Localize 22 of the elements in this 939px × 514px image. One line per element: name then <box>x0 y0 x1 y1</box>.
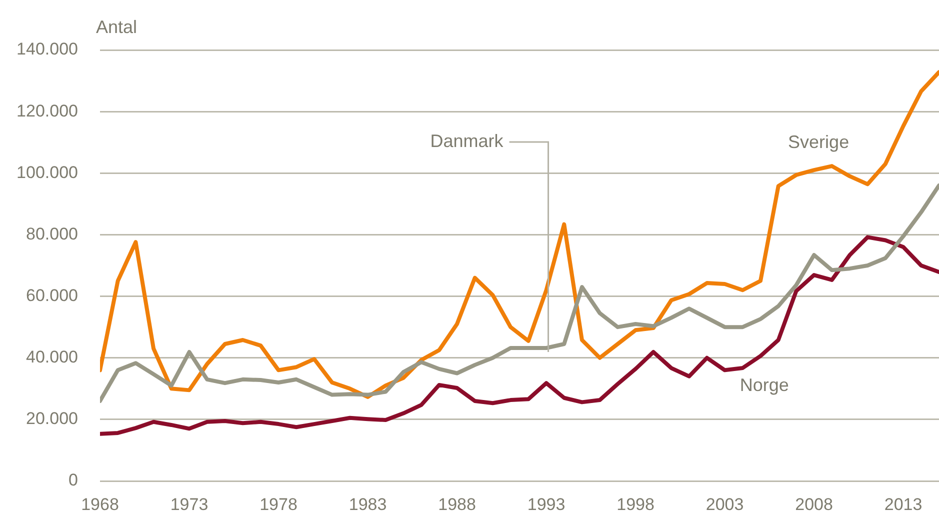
y-tick-label: 0 <box>68 470 78 490</box>
x-tick-label: 1993 <box>527 494 566 514</box>
y-tick-label: 40.000 <box>26 348 78 367</box>
y-tick-label: 100.000 <box>16 162 78 182</box>
y-tick-label: 80.000 <box>26 224 78 244</box>
y-tick-label: 120.000 <box>16 101 78 120</box>
x-tick-label: 1968 <box>81 494 119 514</box>
series-label: Sverige <box>788 132 850 152</box>
x-tick-label: 1998 <box>616 494 654 514</box>
x-tick-label: 2003 <box>706 494 744 514</box>
y-tick-label: 140.000 <box>16 40 78 59</box>
y-tick-label: 60.000 <box>26 286 78 305</box>
y-tick-label: 20.000 <box>26 409 78 428</box>
text: Danmark <box>430 130 504 151</box>
x-tick-label: 1983 <box>348 494 387 514</box>
y-axis-title: Antal <box>96 16 138 37</box>
x-tick-label: 1988 <box>438 494 476 514</box>
x-tick-label: 1978 <box>260 494 298 514</box>
x-tick-label: 2013 <box>884 494 922 514</box>
x-tick-label: 1973 <box>170 494 208 514</box>
x-tick-label: 2008 <box>795 494 833 514</box>
series-label: Norge <box>740 374 789 395</box>
